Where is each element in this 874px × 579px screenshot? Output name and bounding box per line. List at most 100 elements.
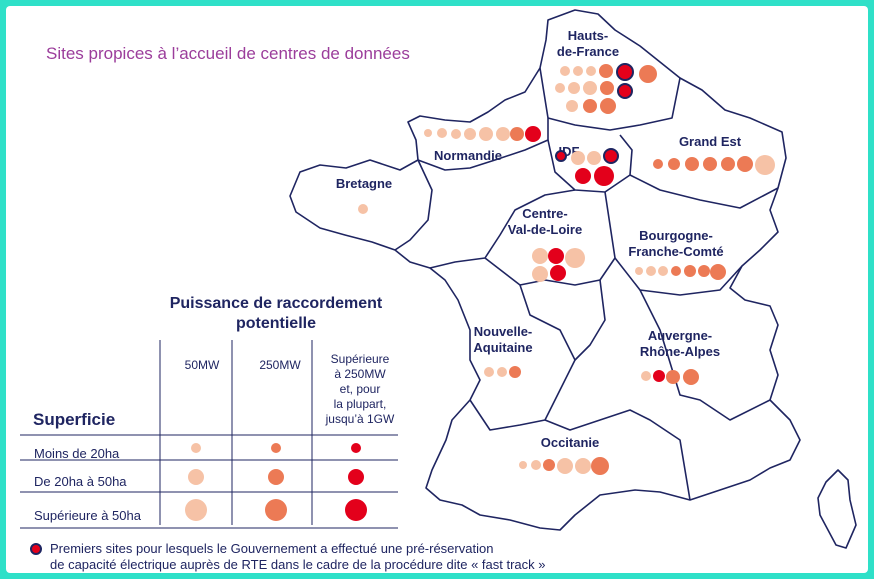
col3-line: à 250MW xyxy=(334,367,386,381)
map-figure: Sites propices à l’accueil de centres de… xyxy=(6,6,868,573)
column-above-250mw: Supérieure à 250MW et, pour la plupart, … xyxy=(320,352,400,427)
region-label-bourgogne-franche-comt-: Bourgogne-Franche-Comté xyxy=(628,228,723,259)
site-marker xyxy=(479,127,493,141)
region-label-normandie: Normandie xyxy=(434,148,502,163)
site-marker xyxy=(496,127,510,141)
site-marker xyxy=(641,371,651,381)
region-label-hauts-de-france: Hauts-de-France xyxy=(557,28,619,59)
france-outline xyxy=(289,9,801,531)
site-marker xyxy=(557,458,573,474)
border-centre-east xyxy=(484,191,616,286)
row-label-large: Supérieure à 50ha xyxy=(34,508,141,523)
site-marker xyxy=(600,98,616,114)
footnote: Premiers sites pour lesquels le Gouverne… xyxy=(50,541,546,573)
site-marker xyxy=(568,82,580,94)
site-marker xyxy=(565,248,585,268)
region-label-grand-est: Grand Est xyxy=(679,134,742,149)
site-markers xyxy=(358,63,775,475)
surface-legend-title: Superficie xyxy=(33,410,116,429)
site-marker xyxy=(509,366,521,378)
fast-track-site-marker xyxy=(555,150,567,162)
legend-marker xyxy=(348,469,364,485)
fast-track-site-marker xyxy=(617,83,633,99)
legend-grid xyxy=(20,340,398,529)
footnote-line1: Premiers sites pour lesquels le Gouverne… xyxy=(50,541,494,556)
column-250mw: 250MW xyxy=(259,358,301,372)
legend-marker xyxy=(188,469,204,485)
site-marker xyxy=(600,81,614,95)
legend-marker xyxy=(351,443,361,453)
site-marker xyxy=(721,157,735,171)
legend-marker xyxy=(345,499,367,521)
region-label-occitanie: Occitanie xyxy=(541,435,600,450)
site-marker xyxy=(525,126,541,142)
col3-line: la plupart, xyxy=(333,397,387,411)
site-marker xyxy=(698,265,710,277)
site-marker xyxy=(685,157,699,171)
site-marker xyxy=(497,367,507,377)
site-marker xyxy=(548,248,564,264)
border-normandie xyxy=(417,67,549,171)
site-marker xyxy=(594,166,614,186)
site-marker xyxy=(573,66,583,76)
border-centre xyxy=(429,189,576,269)
site-marker xyxy=(560,66,570,76)
border-grandest xyxy=(629,174,779,209)
site-marker xyxy=(639,65,657,83)
site-marker xyxy=(583,81,597,95)
site-marker xyxy=(737,156,753,172)
site-marker xyxy=(599,64,613,78)
fast-track-site-marker xyxy=(616,63,634,81)
site-marker xyxy=(451,129,461,139)
site-marker xyxy=(710,264,726,280)
legend-marker xyxy=(271,443,281,453)
site-marker xyxy=(532,266,548,282)
site-marker xyxy=(666,370,680,384)
legend-marker xyxy=(265,499,287,521)
fast-track-marker xyxy=(30,543,42,555)
site-marker xyxy=(532,248,548,264)
site-marker xyxy=(550,265,566,281)
column-50mw: 50MW xyxy=(184,358,220,372)
region-borders xyxy=(289,9,857,549)
col3-line: jusqu’à 1GW xyxy=(325,412,395,426)
site-marker xyxy=(755,155,775,175)
site-marker xyxy=(571,151,585,165)
site-marker xyxy=(684,265,696,277)
site-marker xyxy=(671,266,681,276)
border-ara xyxy=(574,279,771,421)
site-marker xyxy=(543,459,555,471)
site-marker xyxy=(653,159,663,169)
site-marker xyxy=(591,457,609,475)
region-label-nouvelle-aquitaine: Nouvelle-Aquitaine xyxy=(473,324,532,355)
power-title-line1: Puissance de raccordement xyxy=(169,295,383,312)
site-marker xyxy=(703,157,717,171)
site-marker xyxy=(668,158,680,170)
legend-markers xyxy=(185,443,367,521)
site-marker xyxy=(683,369,699,385)
site-marker xyxy=(424,129,432,137)
row-label-small: Moins de 20ha xyxy=(34,446,120,461)
site-marker xyxy=(587,151,601,165)
row-label-medium: De 20ha à 50ha xyxy=(34,474,127,489)
fast-track-site-marker xyxy=(603,148,619,164)
col3-line: et, pour xyxy=(339,382,381,396)
border-bfc xyxy=(614,257,743,296)
site-marker xyxy=(519,461,527,469)
site-marker xyxy=(464,128,476,140)
site-marker xyxy=(555,83,565,93)
region-label-bretagne: Bretagne xyxy=(336,176,392,191)
border-hdf xyxy=(547,77,681,131)
site-marker xyxy=(658,266,668,276)
site-marker xyxy=(586,66,596,76)
legend-marker xyxy=(191,443,201,453)
border-bretagne xyxy=(394,159,433,251)
site-marker xyxy=(635,267,643,275)
site-marker xyxy=(653,370,665,382)
region-label-centre-val-de-loire: Centre-Val-de-Loire xyxy=(508,206,582,237)
site-marker xyxy=(358,204,368,214)
site-marker xyxy=(583,99,597,113)
legend-marker xyxy=(185,499,207,521)
